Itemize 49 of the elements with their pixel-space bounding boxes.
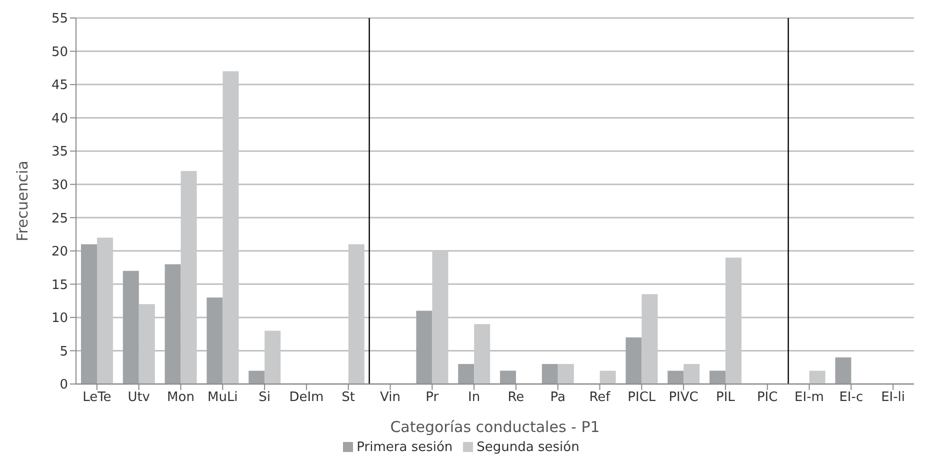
x-tick-label: EI-li [881, 390, 906, 406]
legend-label: Segunda sesión [476, 440, 580, 455]
x-tick-label: LeTe [82, 390, 112, 406]
bar [416, 310, 432, 384]
x-tick-label: PIVC [668, 390, 698, 406]
y-tick-label: 10 [51, 311, 68, 326]
x-tick-label: In [468, 390, 480, 406]
x-tick-label: St [342, 390, 356, 406]
bar [542, 364, 558, 384]
bar [206, 297, 223, 384]
x-tick-label: PICL [628, 390, 656, 406]
y-tick-label: 20 [51, 244, 68, 260]
x-tick-label: EI-c [839, 390, 864, 406]
bar [122, 270, 139, 384]
bar [626, 337, 642, 384]
y-tick-label: 55 [51, 12, 68, 27]
bar [668, 370, 684, 384]
y-tick-label: 0 [60, 378, 68, 393]
bar [164, 264, 181, 384]
x-tick-label: Pr [426, 390, 440, 406]
bar [81, 244, 97, 384]
x-axis-title: Categorías conductales - P1 [390, 418, 600, 436]
x-tick-label: Utv [128, 390, 150, 406]
y-tick-label: 50 [51, 44, 68, 60]
y-tick-label: 40 [51, 111, 68, 126]
x-tick-label: MuLi [207, 390, 238, 406]
bar [710, 370, 726, 384]
y-tick-label: 45 [51, 78, 68, 94]
y-tick-label: 5 [60, 344, 68, 360]
x-tick-label: PIC [756, 390, 778, 406]
bar [500, 370, 516, 384]
x-tick-label: Pa [550, 390, 566, 406]
x-tick-label: EI-m [794, 390, 824, 406]
legend-label: Primera sesión [356, 440, 453, 455]
y-tick-label: 25 [51, 211, 68, 226]
x-tick-label: Re [508, 390, 524, 406]
y-tick-label: 15 [51, 278, 68, 293]
x-tick-label: Mon [167, 390, 194, 406]
x-tick-label: Si [258, 390, 270, 406]
bar [835, 357, 852, 384]
y-axis-title: Frecuencia [13, 160, 32, 242]
x-tick-label: Vin [380, 390, 400, 406]
x-tick-label: DeIm [289, 390, 324, 406]
y-tick-label: 35 [51, 144, 68, 160]
y-tick-label: 30 [51, 178, 68, 193]
bar [458, 364, 474, 384]
x-tick-label: PIL [716, 390, 736, 406]
bar [248, 370, 265, 384]
x-tick-label: Ref [589, 390, 611, 406]
